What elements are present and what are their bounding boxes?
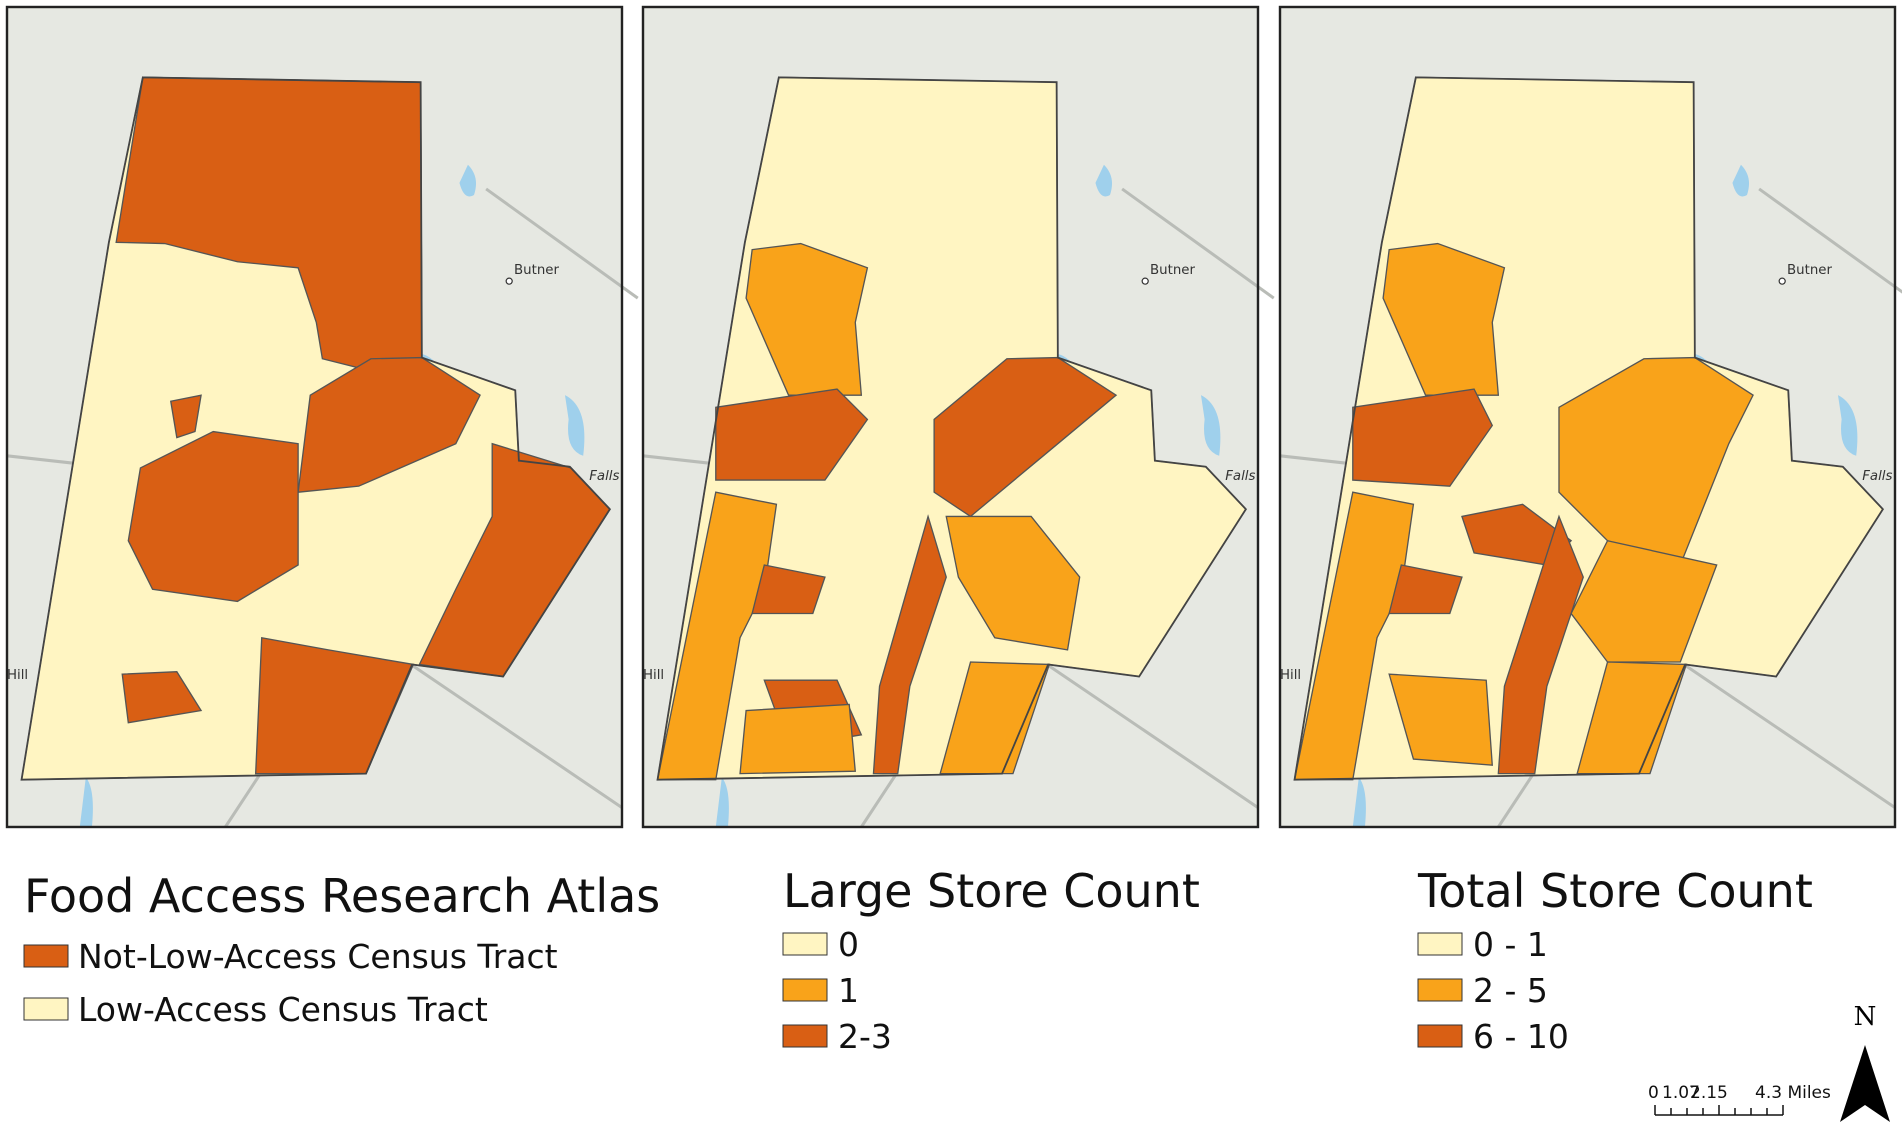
legend-title: Food Access Research Atlas bbox=[24, 869, 660, 923]
map-panel: Butner Hill Falls bbox=[1278, 5, 1902, 829]
legend: Total Store Count 0 - 1 2 - 5 6 - 10 bbox=[1417, 864, 1813, 1056]
north-label: N bbox=[1854, 1002, 1877, 1032]
place-label: Butner bbox=[1787, 263, 1832, 278]
legend-item: Low-Access Census Tract bbox=[78, 990, 488, 1029]
scale-bar: 0 1.07 2.15 4.3 Miles bbox=[1648, 1083, 1831, 1116]
legend: Food Access Research Atlas Not-Low-Acces… bbox=[23, 869, 660, 1029]
scale-label: 1.07 bbox=[1662, 1083, 1700, 1103]
place-label: Butner bbox=[514, 263, 559, 278]
scale-label: 4.3 Miles bbox=[1755, 1083, 1831, 1103]
scale-label: 2.15 bbox=[1690, 1083, 1728, 1103]
place-label: Falls bbox=[1225, 469, 1255, 484]
place-label: Hill bbox=[1280, 668, 1301, 683]
legend-item: 0 - 1 bbox=[1473, 925, 1548, 964]
legend-item: 6 - 10 bbox=[1473, 1017, 1569, 1056]
place-label: Hill bbox=[7, 668, 28, 683]
place-label: Falls bbox=[589, 469, 619, 484]
legend-item: 2 - 5 bbox=[1473, 971, 1548, 1010]
scale-label: 0 bbox=[1648, 1083, 1659, 1103]
place-label: Butner bbox=[1150, 263, 1195, 278]
legend-item: 2-3 bbox=[838, 1017, 892, 1056]
legend-item: 1 bbox=[838, 971, 859, 1010]
legend-title: Total Store Count bbox=[1417, 864, 1813, 918]
map-panel: Butner Hill Falls bbox=[5, 5, 640, 829]
legend: Large Store Count 0 1 2-3 bbox=[782, 864, 1200, 1056]
place-label: Hill bbox=[643, 668, 664, 683]
legend-item: Not-Low-Access Census Tract bbox=[78, 937, 558, 976]
legend-title: Large Store Count bbox=[783, 864, 1200, 918]
legend-item: 0 bbox=[838, 925, 859, 964]
north-arrow: N bbox=[1840, 1002, 1890, 1122]
map-panel: Butner Hill Falls bbox=[641, 5, 1276, 829]
place-label: Falls bbox=[1862, 469, 1892, 484]
